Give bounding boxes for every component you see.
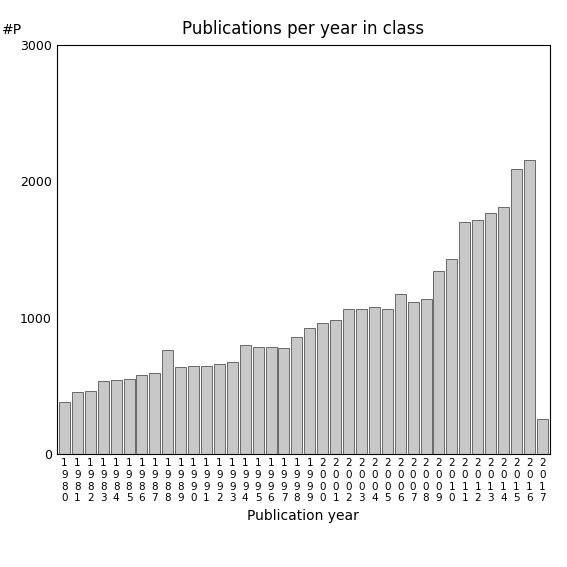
Bar (137, 375, 147, 454)
Bar (511, 169, 522, 454)
Bar (537, 419, 548, 454)
X-axis label: Publication year: Publication year (247, 509, 359, 523)
Bar (408, 302, 418, 454)
Title: Publications per year in class: Publications per year in class (182, 20, 425, 38)
Bar (175, 366, 186, 454)
Bar (343, 310, 354, 454)
Bar (317, 323, 328, 454)
Bar (356, 308, 367, 454)
Bar (433, 271, 445, 454)
Bar (421, 299, 431, 454)
Bar (369, 307, 380, 454)
Bar (278, 348, 290, 454)
Bar (524, 160, 535, 454)
Bar (485, 213, 496, 454)
Bar (149, 373, 160, 454)
Bar (446, 259, 458, 454)
Bar (253, 347, 264, 454)
Bar (72, 392, 83, 454)
Bar (59, 402, 70, 454)
Bar (85, 391, 96, 454)
Y-axis label: #P: #P (2, 23, 22, 37)
Bar (330, 320, 341, 454)
Bar (227, 362, 238, 454)
Bar (459, 222, 470, 454)
Bar (291, 337, 302, 454)
Bar (124, 379, 134, 454)
Bar (111, 380, 121, 454)
Bar (98, 382, 109, 454)
Bar (240, 345, 251, 454)
Bar (498, 208, 509, 454)
Bar (188, 366, 199, 454)
Bar (395, 294, 405, 454)
Bar (214, 364, 225, 454)
Bar (201, 366, 212, 454)
Bar (265, 347, 277, 454)
Bar (382, 308, 393, 454)
Bar (304, 328, 315, 454)
Bar (472, 219, 483, 454)
Bar (162, 350, 174, 454)
